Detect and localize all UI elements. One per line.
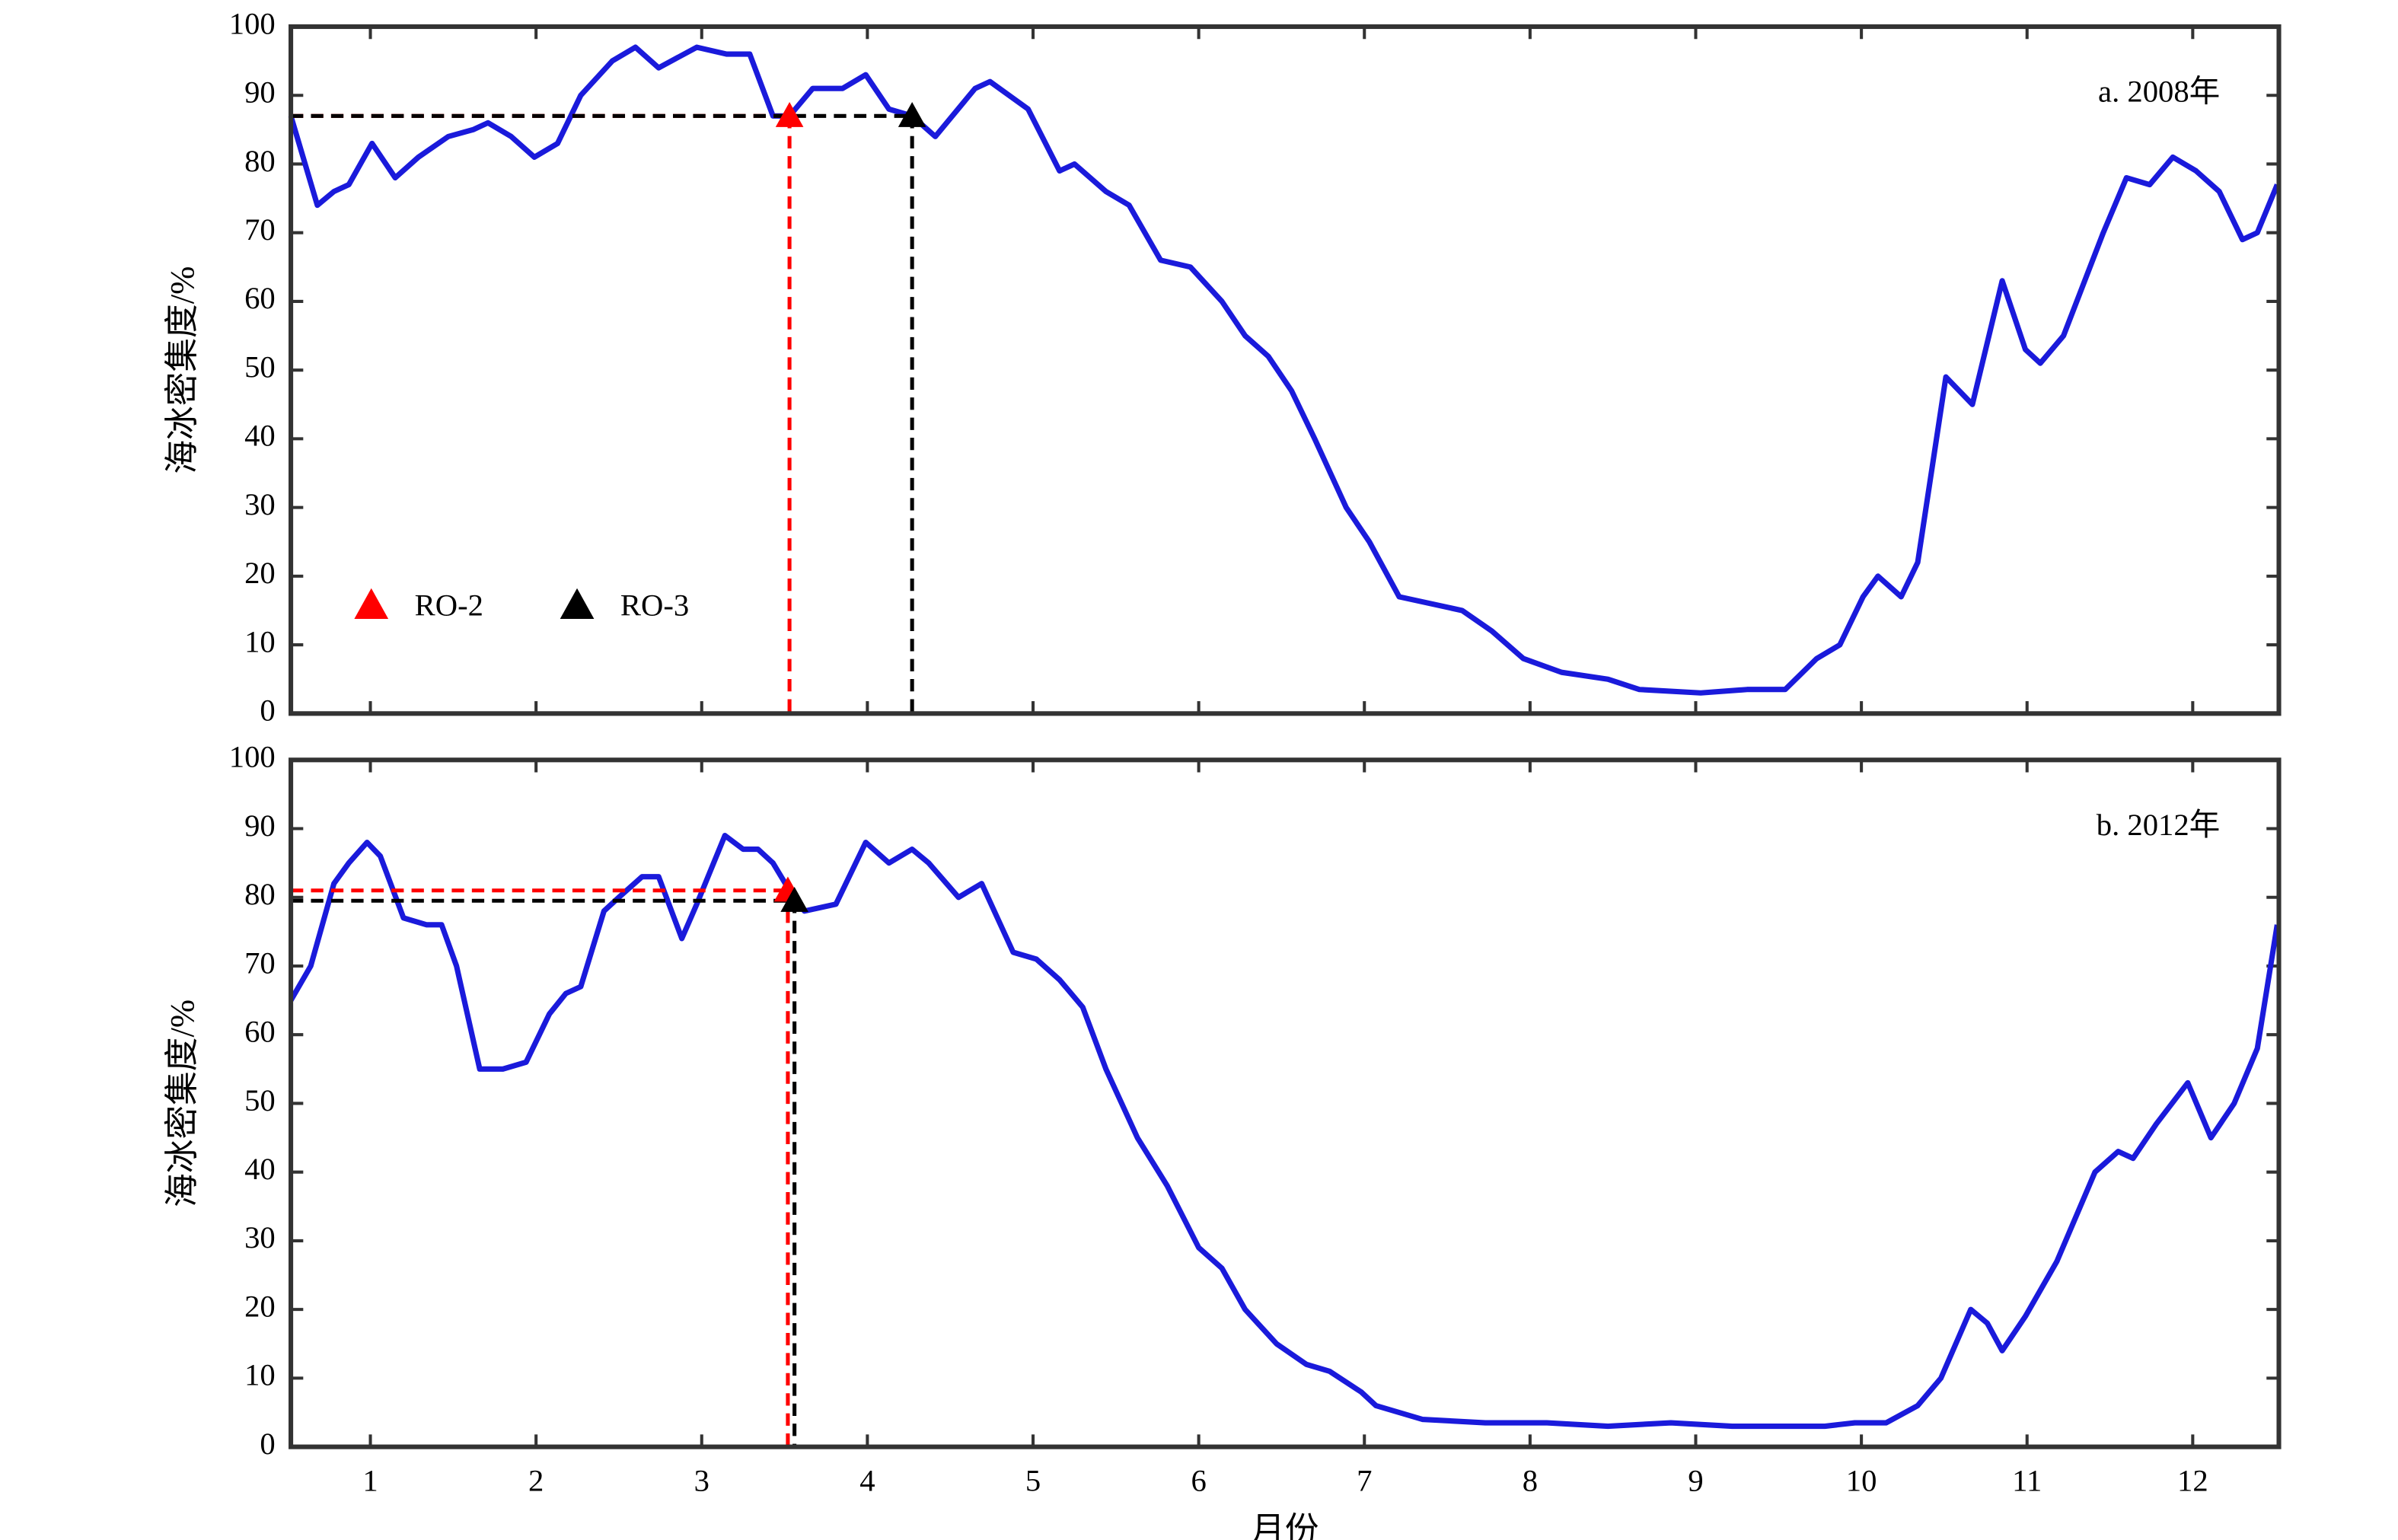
y-tick-label: 90 [244, 75, 276, 110]
y-tick-label: 40 [244, 1152, 276, 1186]
x-tick-label: 1 [362, 1464, 378, 1498]
y-tick-label: 100 [229, 6, 276, 40]
x-tick-label: 3 [694, 1464, 710, 1498]
x-tick-label: 11 [2012, 1464, 2042, 1498]
y-tick-label: 70 [244, 212, 276, 247]
plot-frame [289, 24, 2282, 716]
legend-marker [560, 588, 595, 619]
y-tick-label: 80 [244, 144, 276, 178]
legend-label: RO-2 [415, 588, 483, 622]
annotation: b. 2012年 [2097, 808, 2221, 842]
y-tick-label: 0 [260, 693, 275, 728]
marker [898, 102, 926, 127]
plot-frame [289, 757, 2282, 1449]
y-tick-label: 10 [244, 624, 276, 658]
data-line [288, 44, 2280, 696]
y-tick-label: 10 [244, 1358, 276, 1392]
x-tick-label: 9 [1688, 1464, 1703, 1498]
y-tick-label: 90 [244, 808, 276, 843]
y-tick-label: 40 [244, 419, 276, 453]
x-tick-label: 12 [2177, 1464, 2208, 1498]
legend-label: RO-3 [620, 588, 689, 622]
y-tick-label: 0 [260, 1427, 275, 1461]
x-tick-label: 6 [1191, 1464, 1206, 1498]
y-tick-label: 20 [244, 1289, 276, 1323]
y-tick-label: 60 [244, 281, 276, 315]
y-tick-label: 60 [244, 1015, 276, 1049]
data-line [288, 832, 2280, 1430]
x-tick-label: 4 [859, 1464, 875, 1498]
x-axis-label: 月份 [1251, 1511, 1319, 1540]
x-tick-label: 2 [528, 1464, 544, 1498]
y-tick-label: 20 [244, 556, 276, 590]
y-tick-label: 50 [244, 349, 276, 384]
x-tick-label: 8 [1523, 1464, 1538, 1498]
marker [780, 886, 808, 912]
y-tick-label: 50 [244, 1083, 276, 1118]
y-tick-label: 30 [244, 1220, 276, 1255]
legend-marker [354, 588, 389, 619]
y-tick-label: 80 [244, 877, 276, 911]
x-tick-label: 7 [1357, 1464, 1372, 1498]
x-tick-label: 10 [1846, 1464, 1877, 1498]
annotation: a. 2008年 [2098, 75, 2220, 109]
y-tick-label: 70 [244, 945, 276, 980]
y-axis-label: 海冰密集度/% [163, 1000, 201, 1207]
marker [775, 102, 804, 127]
x-tick-label: 5 [1025, 1464, 1041, 1498]
y-tick-label: 30 [244, 487, 276, 521]
y-tick-label: 100 [229, 740, 276, 774]
y-axis-label: 海冰密集度/% [163, 266, 201, 474]
